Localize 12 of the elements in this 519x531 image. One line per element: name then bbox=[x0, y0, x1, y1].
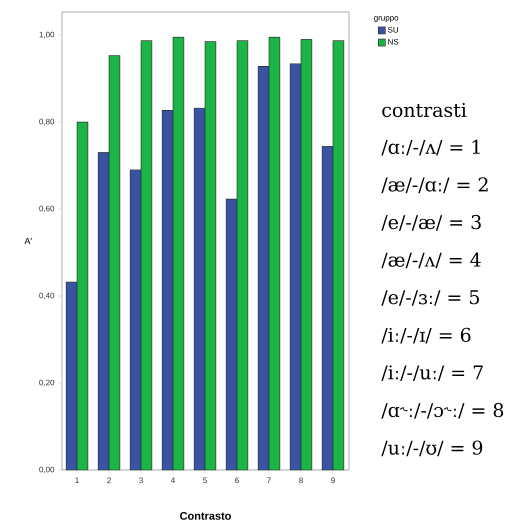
text: contrasti bbox=[382, 102, 466, 118]
text: /e/-/ɜː/ = 5 bbox=[381, 290, 479, 306]
text: /e/-/æ/ = 3 bbox=[381, 214, 481, 231]
text: /iː/-/uː/ = 7 bbox=[381, 365, 483, 382]
x-axis-title: Contrasto bbox=[180, 512, 231, 520]
text: /æ/-/ɑː/ = 2 bbox=[381, 177, 488, 194]
text: /ɑ˞ː/-/ɔ˞ː/ = 8 bbox=[381, 402, 504, 419]
text: /ɑː/-/ʌ/ = 1 bbox=[381, 140, 480, 156]
text: /uː/-/ʊ/ = 9 bbox=[381, 440, 482, 456]
text: /iː/-/ɪ/ = 6 bbox=[381, 328, 470, 344]
y-axis-title: A' bbox=[24, 238, 32, 244]
text: /æ/-/ʌ/ = 4 bbox=[381, 252, 481, 268]
